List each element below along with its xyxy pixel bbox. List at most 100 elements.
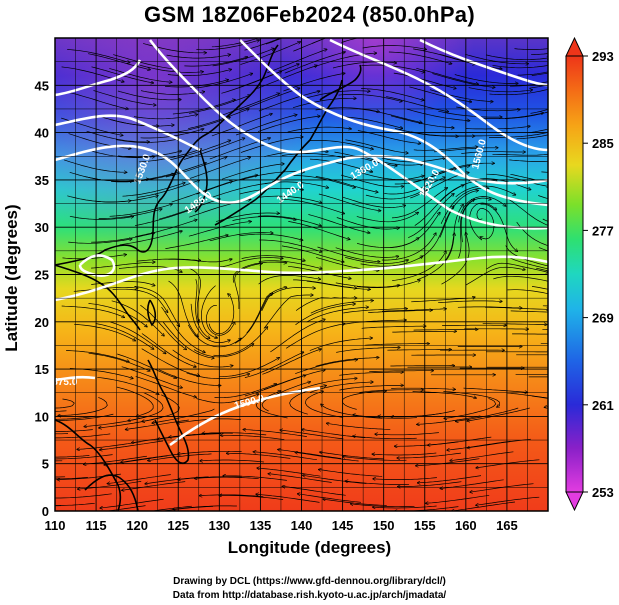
streamline: [438, 301, 502, 303]
streamline: [134, 286, 179, 327]
streamline: [442, 135, 506, 136]
streamline: [263, 370, 325, 390]
streamline: [270, 319, 325, 353]
streamline: [362, 45, 427, 50]
streamline: [288, 221, 349, 239]
streamline: [73, 287, 138, 292]
streamline: [99, 416, 163, 428]
streamline: [341, 38, 359, 43]
streamline: [55, 493, 112, 499]
streamline: [458, 196, 506, 223]
streamline: [531, 395, 548, 407]
streamline: [382, 309, 446, 312]
streamline: [184, 57, 247, 67]
streamline: [360, 172, 424, 180]
streamline: [342, 196, 405, 208]
streamline: [138, 149, 202, 163]
streamline: [505, 245, 548, 267]
streamline: [122, 183, 185, 197]
streamline: [117, 353, 176, 378]
streamline: [339, 116, 403, 129]
streamline: [243, 430, 307, 437]
colorbar-max-triangle: [565, 36, 584, 57]
streamline: [506, 198, 548, 226]
streamline: [98, 209, 162, 219]
streamline: [113, 54, 175, 69]
streamline: [517, 71, 548, 76]
streamline: [416, 458, 480, 466]
streamline: [261, 287, 315, 311]
streamline: [463, 387, 528, 392]
streamline: [486, 173, 548, 186]
colorbar-min-triangle: [565, 491, 584, 512]
streamline: [529, 84, 548, 89]
streamline: [356, 212, 419, 223]
streamline: [190, 74, 252, 89]
streamline: [219, 495, 284, 500]
streamline: [516, 134, 548, 140]
streamline: [205, 304, 234, 336]
streamline: [67, 49, 130, 63]
coastline-japan: [214, 79, 343, 226]
streamline: [479, 113, 544, 119]
y-tick-label: 25: [35, 268, 49, 283]
streamline: [135, 376, 197, 397]
streamline: [320, 452, 384, 460]
streamline: [413, 329, 478, 330]
streamline: [292, 175, 356, 187]
x-tick-label: 145: [332, 518, 354, 533]
streamline: [55, 398, 75, 409]
streamline: [310, 301, 373, 314]
streamline: [536, 267, 548, 272]
streamline: [150, 505, 192, 511]
streamline: [338, 94, 402, 101]
streamline: [429, 89, 493, 102]
streamline: [428, 436, 492, 445]
contour-line: [169, 386, 321, 447]
streamline: [287, 127, 352, 133]
x-tick-label: 155: [414, 518, 436, 533]
streamline: [505, 111, 548, 120]
streamline: [168, 259, 232, 263]
streamline: [388, 51, 452, 64]
streamline: [406, 108, 470, 121]
streamline: [432, 73, 494, 88]
streamline: [164, 80, 228, 88]
streamline: [345, 256, 408, 264]
streamline: [469, 202, 497, 241]
x-tick-label: 120: [126, 518, 148, 533]
streamline: [267, 49, 327, 74]
coastline-philippines: [147, 359, 190, 465]
streamline: [258, 195, 322, 203]
coastline-taiwan: [147, 299, 157, 327]
streamline: [55, 460, 63, 462]
streamline: [327, 423, 391, 430]
streamline: [418, 475, 482, 483]
streamline: [359, 390, 423, 393]
streamline: [295, 360, 357, 375]
contour-line: [78, 254, 116, 277]
streamline: [55, 429, 93, 432]
streamline: [531, 72, 548, 76]
streamline: [195, 477, 259, 479]
streamline: [332, 62, 396, 69]
streamline: [257, 65, 317, 89]
streamline: [55, 477, 88, 480]
contour-line: [55, 59, 142, 97]
streamline: [368, 310, 432, 313]
streamline: [221, 164, 284, 180]
streamline: [361, 88, 424, 101]
streamline: [239, 188, 304, 195]
streamline: [255, 391, 288, 419]
streamline: [232, 262, 286, 283]
streamline: [381, 233, 436, 261]
streamline: [135, 220, 197, 238]
streamline: [165, 235, 228, 249]
x-axis-label: Longitude (degrees): [227, 538, 392, 557]
streamline: [278, 450, 342, 459]
streamline: [259, 239, 322, 252]
streamline: [100, 440, 164, 450]
x-tick-label: 130: [208, 518, 230, 533]
